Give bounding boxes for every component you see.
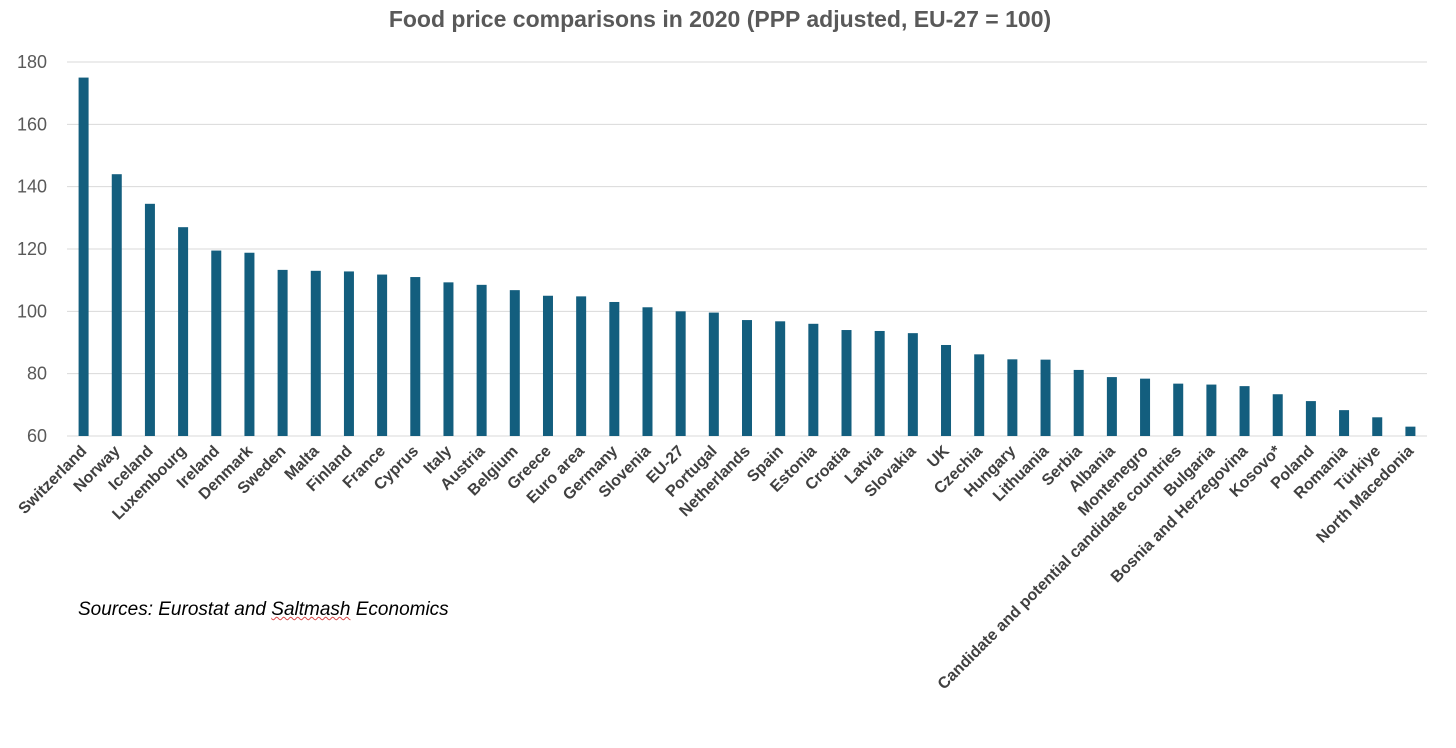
y-tick-label: 60	[27, 426, 47, 446]
bar	[343, 271, 354, 436]
bar	[742, 320, 752, 436]
source-note: Sources: Eurostat and Saltmash Economics	[78, 599, 449, 621]
bar	[808, 323, 819, 436]
bar	[1239, 386, 1250, 436]
chart-title: Food price comparisons in 2020 (PPP adju…	[388, 6, 1052, 32]
source-prefix: Sources: Eurostat and	[78, 599, 272, 620]
y-tick-label: 180	[17, 52, 47, 72]
bar	[974, 354, 985, 436]
bar	[775, 321, 786, 436]
bar	[144, 203, 155, 436]
y-tick-label: 140	[17, 177, 47, 197]
bar	[576, 296, 587, 436]
bar	[542, 295, 553, 436]
bar	[377, 274, 388, 436]
bar	[675, 311, 686, 436]
bar	[874, 330, 885, 436]
bar	[1206, 384, 1217, 436]
bars	[78, 77, 1416, 436]
bar	[443, 282, 454, 436]
bar	[907, 333, 918, 436]
y-tick-label: 120	[17, 239, 47, 259]
bar	[1073, 369, 1084, 436]
bar	[642, 307, 653, 436]
y-tick-label: 160	[17, 114, 47, 134]
y-tick-label: 80	[27, 364, 47, 384]
y-axis-tick-labels: 60 80 100 120 140 160 180	[17, 52, 47, 446]
bar	[1405, 426, 1416, 436]
y-tick-label: 100	[17, 301, 47, 321]
bar	[1106, 377, 1117, 436]
bar	[211, 250, 222, 436]
bar	[78, 77, 89, 436]
x-axis-category-labels: SwitzerlandNorwayIcelandLuxembourgIrelan…	[16, 442, 1418, 693]
bar	[509, 290, 520, 436]
source-suffix: Economics	[350, 599, 449, 620]
bar	[1339, 410, 1350, 436]
bar	[1272, 394, 1283, 436]
bar	[609, 301, 620, 436]
bar	[178, 227, 189, 436]
bar	[310, 270, 321, 436]
bar	[476, 284, 487, 436]
bar	[708, 312, 719, 436]
bar	[1173, 383, 1184, 436]
bar	[1007, 359, 1018, 436]
bar	[1372, 417, 1383, 436]
bar	[1040, 359, 1051, 436]
bar	[1305, 401, 1316, 436]
bar	[111, 174, 122, 436]
bar	[941, 344, 952, 436]
bar	[410, 277, 421, 436]
bar	[841, 330, 852, 436]
bar	[244, 252, 255, 436]
bar	[1140, 378, 1151, 436]
source-underlined-word: Saltmash	[271, 599, 351, 620]
bar	[277, 269, 288, 436]
